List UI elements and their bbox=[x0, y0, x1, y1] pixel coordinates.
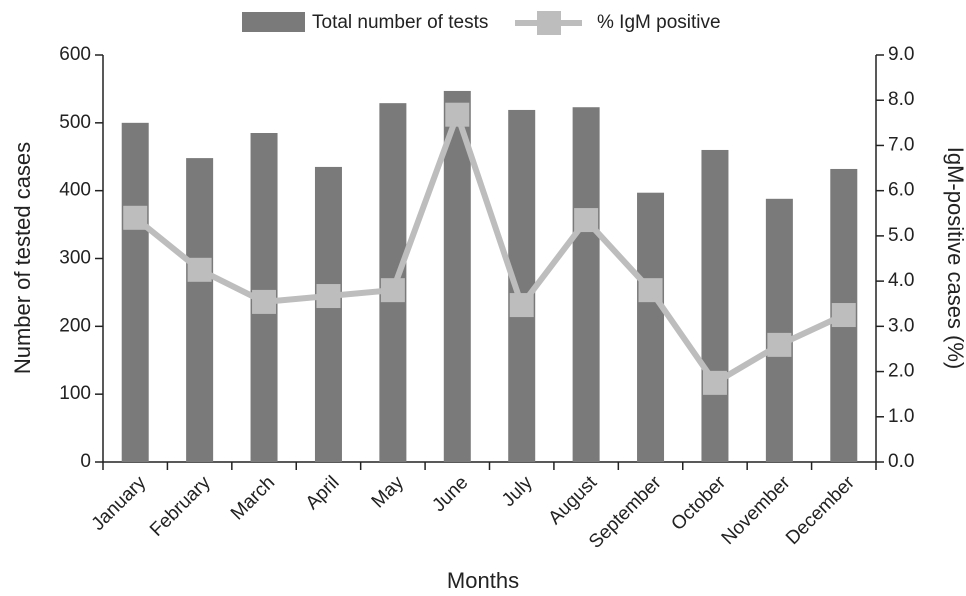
legend-swatch bbox=[537, 11, 561, 35]
x-axis-label: Months bbox=[447, 568, 519, 593]
y-tick-label: 600 bbox=[59, 44, 91, 65]
line bbox=[133, 111, 846, 386]
line-marker bbox=[509, 293, 534, 318]
x-tick-label: October bbox=[667, 472, 730, 535]
line-marker bbox=[252, 289, 277, 314]
x-tick-label: June bbox=[428, 472, 472, 516]
bar bbox=[637, 192, 665, 462]
x-tick-label: November bbox=[718, 472, 795, 549]
y-tick-label: 100 bbox=[59, 383, 91, 404]
legend-label: % IgM positive bbox=[597, 12, 721, 33]
y2-tick-label: 0.0 bbox=[888, 451, 914, 472]
x-tick-label: April bbox=[302, 472, 344, 514]
line-marker bbox=[187, 257, 212, 282]
y2-tick-label: 4.0 bbox=[888, 270, 914, 291]
y2-tick-label: 6.0 bbox=[888, 180, 914, 201]
bar bbox=[443, 90, 471, 463]
line-marker bbox=[702, 370, 727, 395]
x-tick-label: January bbox=[88, 472, 151, 535]
y2-tick-label: 3.0 bbox=[888, 315, 914, 336]
y-tick-label: 300 bbox=[59, 248, 91, 269]
line-marker bbox=[316, 284, 341, 309]
y-axis-label: Number of tested cases bbox=[10, 142, 35, 374]
y2-tick-label: 9.0 bbox=[888, 44, 914, 65]
bar bbox=[121, 122, 149, 462]
y2-tick-label: 8.0 bbox=[888, 89, 914, 110]
x-tick-label: February bbox=[146, 472, 215, 541]
line-marker bbox=[380, 278, 405, 303]
bar bbox=[186, 158, 214, 462]
line-marker bbox=[123, 205, 148, 230]
y2-tick-label: 1.0 bbox=[888, 406, 914, 427]
y-tick-label: 0 bbox=[80, 451, 91, 472]
y-tick-label: 200 bbox=[59, 315, 91, 336]
legend-label: Total number of tests bbox=[312, 12, 488, 33]
y-tick-label: 500 bbox=[59, 112, 91, 133]
x-tick-label: August bbox=[545, 472, 602, 529]
y2-tick-label: 7.0 bbox=[888, 134, 914, 155]
x-tick-label: December bbox=[782, 472, 859, 549]
line-marker bbox=[831, 303, 856, 328]
x-tick-label: July bbox=[498, 472, 537, 511]
line-marker bbox=[574, 208, 599, 233]
bar bbox=[314, 166, 342, 463]
y2-axis-label: IgM-positive cases (%) bbox=[943, 147, 966, 370]
x-tick-label: May bbox=[368, 472, 409, 513]
y2-tick-label: 5.0 bbox=[888, 225, 914, 246]
line-marker bbox=[445, 102, 470, 127]
bar bbox=[701, 149, 729, 462]
bar bbox=[765, 198, 793, 462]
line-marker bbox=[638, 278, 663, 303]
line-marker bbox=[767, 332, 792, 357]
x-tick-label: March bbox=[227, 472, 279, 524]
y-tick-label: 400 bbox=[59, 180, 91, 201]
y2-tick-label: 2.0 bbox=[888, 361, 914, 382]
legend-swatch bbox=[242, 12, 305, 32]
bar bbox=[572, 107, 600, 463]
